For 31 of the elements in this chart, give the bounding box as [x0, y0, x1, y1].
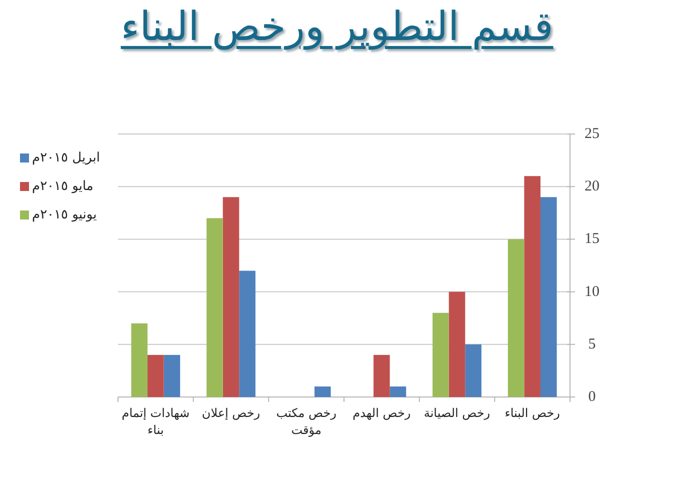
y-tick-label: 0: [588, 389, 596, 405]
y-tick-label: 10: [584, 284, 600, 300]
x-tick-label: رخص إعلان: [200, 405, 262, 422]
bar: [390, 386, 406, 397]
x-tick-label: رخص الصيانة: [422, 405, 492, 422]
bar: [524, 176, 540, 397]
bar: [465, 344, 482, 397]
chart-title: قسم التطوير ورخص البناء: [120, 4, 554, 50]
x-tick-label: شهادات إتمام بناء: [120, 405, 191, 439]
bar: [540, 197, 557, 397]
x-tick-label: رخص البناء: [504, 405, 561, 422]
legend-label: يونيو ٢٠١٥م: [32, 208, 98, 222]
bar: [448, 292, 466, 397]
legend-label: ابريل ٢٠١٥م: [32, 150, 100, 166]
bar: [239, 270, 256, 397]
legend-label: مايو ٢٠١٥م: [32, 179, 94, 194]
y-tick-label: 15: [584, 231, 600, 248]
bar: [148, 354, 164, 397]
bar: [314, 386, 331, 397]
bar: [164, 354, 180, 397]
y-tick-label: 5: [588, 336, 596, 352]
x-tick-label: رخص مكتب مؤقت: [275, 405, 338, 439]
x-tick-label: رخص الهدم: [352, 405, 412, 422]
bar: [508, 239, 524, 397]
bar: [222, 197, 240, 397]
bar: [432, 312, 449, 397]
y-tick-label: 25: [584, 126, 600, 142]
bar: [374, 354, 390, 397]
y-tick-label: 20: [584, 178, 600, 195]
bar: [206, 218, 223, 397]
bar: [131, 323, 148, 397]
